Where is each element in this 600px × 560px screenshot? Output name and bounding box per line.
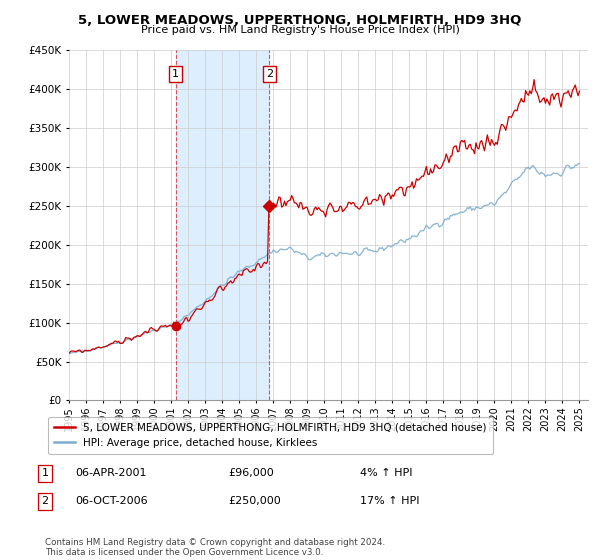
Text: 5, LOWER MEADOWS, UPPERTHONG, HOLMFIRTH, HD9 3HQ: 5, LOWER MEADOWS, UPPERTHONG, HOLMFIRTH,… <box>79 14 521 27</box>
Text: £96,000: £96,000 <box>228 468 274 478</box>
Text: 06-OCT-2006: 06-OCT-2006 <box>75 496 148 506</box>
Text: 17% ↑ HPI: 17% ↑ HPI <box>360 496 419 506</box>
Text: 4% ↑ HPI: 4% ↑ HPI <box>360 468 413 478</box>
Text: 1: 1 <box>172 69 179 79</box>
Bar <box>176 50 269 400</box>
Text: Contains HM Land Registry data © Crown copyright and database right 2024.
This d: Contains HM Land Registry data © Crown c… <box>45 538 385 557</box>
Text: 2: 2 <box>266 69 273 79</box>
Text: £250,000: £250,000 <box>228 496 281 506</box>
Text: 1: 1 <box>41 468 49 478</box>
Legend: 5, LOWER MEADOWS, UPPERTHONG, HOLMFIRTH, HD9 3HQ (detached house), HPI: Average : 5, LOWER MEADOWS, UPPERTHONG, HOLMFIRTH,… <box>48 417 493 454</box>
Text: 2: 2 <box>41 496 49 506</box>
Text: 06-APR-2001: 06-APR-2001 <box>75 468 146 478</box>
Text: Price paid vs. HM Land Registry's House Price Index (HPI): Price paid vs. HM Land Registry's House … <box>140 25 460 35</box>
